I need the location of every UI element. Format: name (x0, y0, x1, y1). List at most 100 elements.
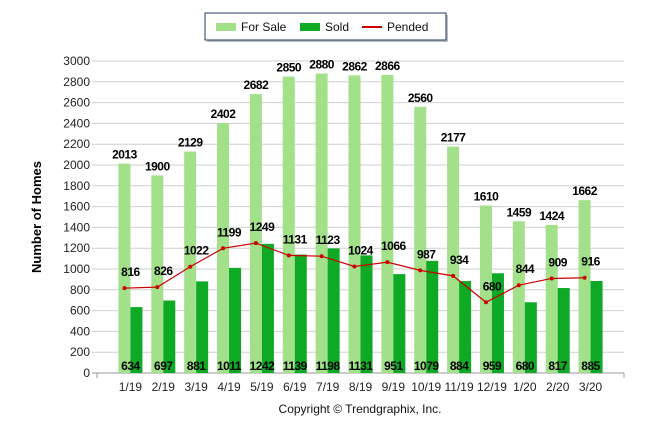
sold-label: 884 (450, 359, 469, 373)
y-tick-label: 1200 (63, 241, 90, 255)
data-labels: 2013 634 816 1900 697 826 2129 881 1022 2402 1011 1… (112, 57, 601, 373)
sold-label: 697 (154, 359, 173, 373)
pended-label: 909 (548, 255, 567, 269)
pended-point (253, 241, 258, 246)
legend-box (204, 12, 447, 41)
for-sale-label: 1900 (145, 159, 171, 173)
pended-label: 844 (516, 262, 535, 276)
pended-label: 916 (581, 255, 600, 269)
for-sale-label: 1610 (474, 190, 500, 204)
y-tick-label: 3000 (63, 54, 90, 68)
y-tick-label: 400 (70, 324, 90, 338)
pended-label: 934 (450, 253, 469, 267)
y-tick-label: 200 (70, 345, 90, 359)
sold-bar (426, 260, 439, 373)
for-sale-bar (282, 76, 295, 373)
pended-label: 826 (154, 264, 173, 278)
y-tick-label: 1800 (63, 179, 90, 193)
for-sale-label: 2862 (342, 59, 368, 73)
y-tick-label: 1000 (63, 262, 90, 276)
pended-point (451, 273, 456, 278)
y-tick-label: 1600 (63, 200, 90, 214)
x-tick-label: 7/19 (316, 380, 340, 394)
for-sale-bar (545, 224, 558, 373)
pended-point (221, 246, 226, 251)
pended-label: 1249 (250, 220, 276, 234)
sold-bar (393, 274, 406, 373)
for-sale-bar (315, 73, 328, 373)
sold-bar (524, 302, 537, 373)
y-tick-label: 2000 (63, 158, 90, 172)
sold-label: 1131 (348, 359, 373, 373)
sold-label: 1011 (217, 359, 242, 373)
for-sale-label: 2402 (211, 107, 237, 121)
sold-label: 817 (548, 359, 567, 373)
sold-bar (261, 243, 274, 373)
pended-point (188, 264, 193, 269)
for-sale-bar (447, 146, 460, 373)
sold-bar (229, 267, 242, 373)
for-sale-label: 2013 (112, 148, 138, 162)
copyright-footer: Copyright © Trendgraphix, Inc. (279, 402, 442, 416)
x-tick-label: 1/19 (119, 380, 143, 394)
for-sale-bar (184, 151, 197, 373)
sold-bar (163, 300, 176, 373)
legend-label-for-sale: For Sale (241, 20, 287, 34)
pended-point (122, 286, 127, 291)
pended-point (352, 264, 357, 269)
for-sale-label: 2880 (309, 57, 335, 71)
sold-label: 1139 (283, 359, 308, 373)
x-tick-label: 6/19 (283, 380, 307, 394)
y-axis-title: Number of Homes (29, 161, 44, 273)
sold-label: 680 (516, 359, 535, 373)
pended-label: 1066 (381, 239, 407, 253)
for-sale-bar (381, 74, 394, 373)
x-tick-label: 2/19 (152, 380, 176, 394)
sold-bar (196, 281, 209, 373)
sold-bar (327, 248, 340, 373)
for-sale-bar (118, 163, 131, 373)
x-tick-label: 12/19 (477, 380, 507, 394)
for-sale-bar (512, 221, 525, 373)
x-tick-label: 8/19 (349, 380, 373, 394)
legend-swatch-sold (300, 23, 320, 31)
sold-bar (459, 281, 472, 373)
x-tick-label: 10/19 (411, 380, 441, 394)
pended-point (319, 254, 324, 259)
legend-swatch-pended (362, 26, 382, 28)
y-tick-label: 800 (70, 283, 90, 297)
pended-point (385, 260, 390, 265)
x-tick-label: 5/19 (250, 380, 274, 394)
x-tick-label: 11/19 (445, 380, 474, 394)
y-tick-label: 0 (83, 366, 90, 380)
legend-swatch-for-sale (216, 23, 236, 31)
x-tick-label: 4/19 (217, 380, 241, 394)
sold-bar (130, 307, 143, 373)
pended-label: 1123 (316, 233, 341, 247)
pended-line (122, 241, 587, 305)
pended-point (418, 268, 423, 273)
sold-label: 1242 (250, 359, 276, 373)
y-tick-label: 2200 (63, 137, 90, 151)
y-tick-label: 2800 (63, 75, 90, 89)
x-tick-label: 9/19 (382, 380, 406, 394)
for-sale-bar (578, 200, 591, 373)
sold-label: 885 (581, 359, 600, 373)
pended-label: 987 (417, 247, 436, 261)
pended-label: 1024 (348, 244, 374, 258)
sold-label: 1198 (316, 359, 341, 373)
pended-point (155, 285, 160, 290)
pended-point (549, 276, 554, 281)
x-tick-label: 1/20 (513, 380, 537, 394)
pended-label: 816 (121, 265, 140, 279)
for-sale-bar (414, 106, 427, 373)
y-tick-label: 2600 (63, 96, 90, 110)
pended-label: 1199 (217, 225, 242, 239)
for-sale-bar (151, 175, 164, 373)
for-sale-label: 1459 (506, 205, 532, 219)
pended-point (286, 253, 291, 258)
x-tick-label: 3/19 (184, 380, 208, 394)
pended-label: 680 (483, 279, 502, 293)
for-sale-label: 2850 (276, 61, 302, 75)
for-sale-label: 2177 (441, 131, 467, 145)
